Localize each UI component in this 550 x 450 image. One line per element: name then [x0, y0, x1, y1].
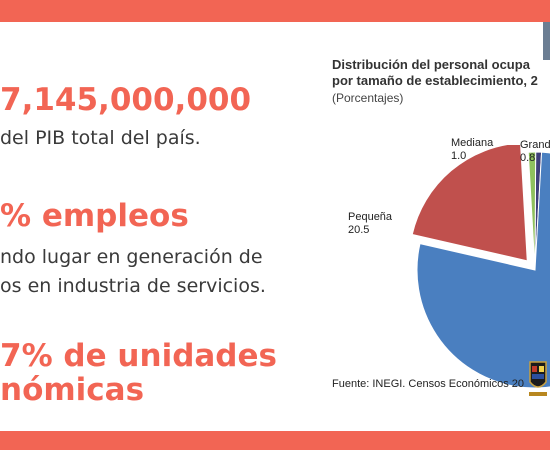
pie-chart — [411, 145, 550, 389]
label-mediana-name: Mediana — [451, 137, 494, 149]
pib-description: del PIB total del país. — [0, 127, 201, 149]
label-grande-value: 0.8 — [520, 152, 536, 164]
empleos-headline: % empleos — [0, 198, 189, 234]
label-pequena-name: Pequeña — [348, 211, 393, 223]
label-pequena-value: 20.5 — [348, 224, 370, 236]
slice-pequena — [411, 145, 528, 262]
video-thumbnail[interactable] — [543, 22, 550, 60]
chart-title-line-2: por tamaño de establecimiento, 2 — [332, 73, 538, 88]
empleos-line-2: os en industria de servicios. — [0, 275, 266, 297]
empleos-line-1: ndo lugar en generación de — [0, 246, 263, 268]
slice-micro — [416, 151, 550, 389]
chart-source: Fuente: INEGI. Censos Económicos 20 — [332, 378, 524, 390]
chart-title: Distribución del personal ocupa por tama… — [332, 57, 538, 89]
unidades-line-2: nómicas — [0, 372, 145, 408]
pib-value: 7,145,000,000 — [0, 82, 252, 118]
chart-subtitle: (Porcentajes) — [332, 91, 404, 105]
chart-title-line-1: Distribución del personal ocupa — [332, 57, 530, 72]
top-accent-bar — [0, 0, 550, 22]
institution-logo — [529, 361, 547, 396]
bottom-accent-bar — [0, 431, 550, 450]
label-mediana-value: 1.0 — [451, 150, 467, 162]
unidades-line-1: 7% de unidades — [0, 338, 277, 374]
slice-mediana — [527, 151, 537, 271]
label-grande-name: Grand — [520, 139, 550, 151]
label-grande: Grand 0.8 — [520, 139, 550, 165]
label-mediana: Mediana 1.0 — [451, 137, 493, 163]
label-pequena: Pequeña 20.5 — [348, 211, 392, 237]
